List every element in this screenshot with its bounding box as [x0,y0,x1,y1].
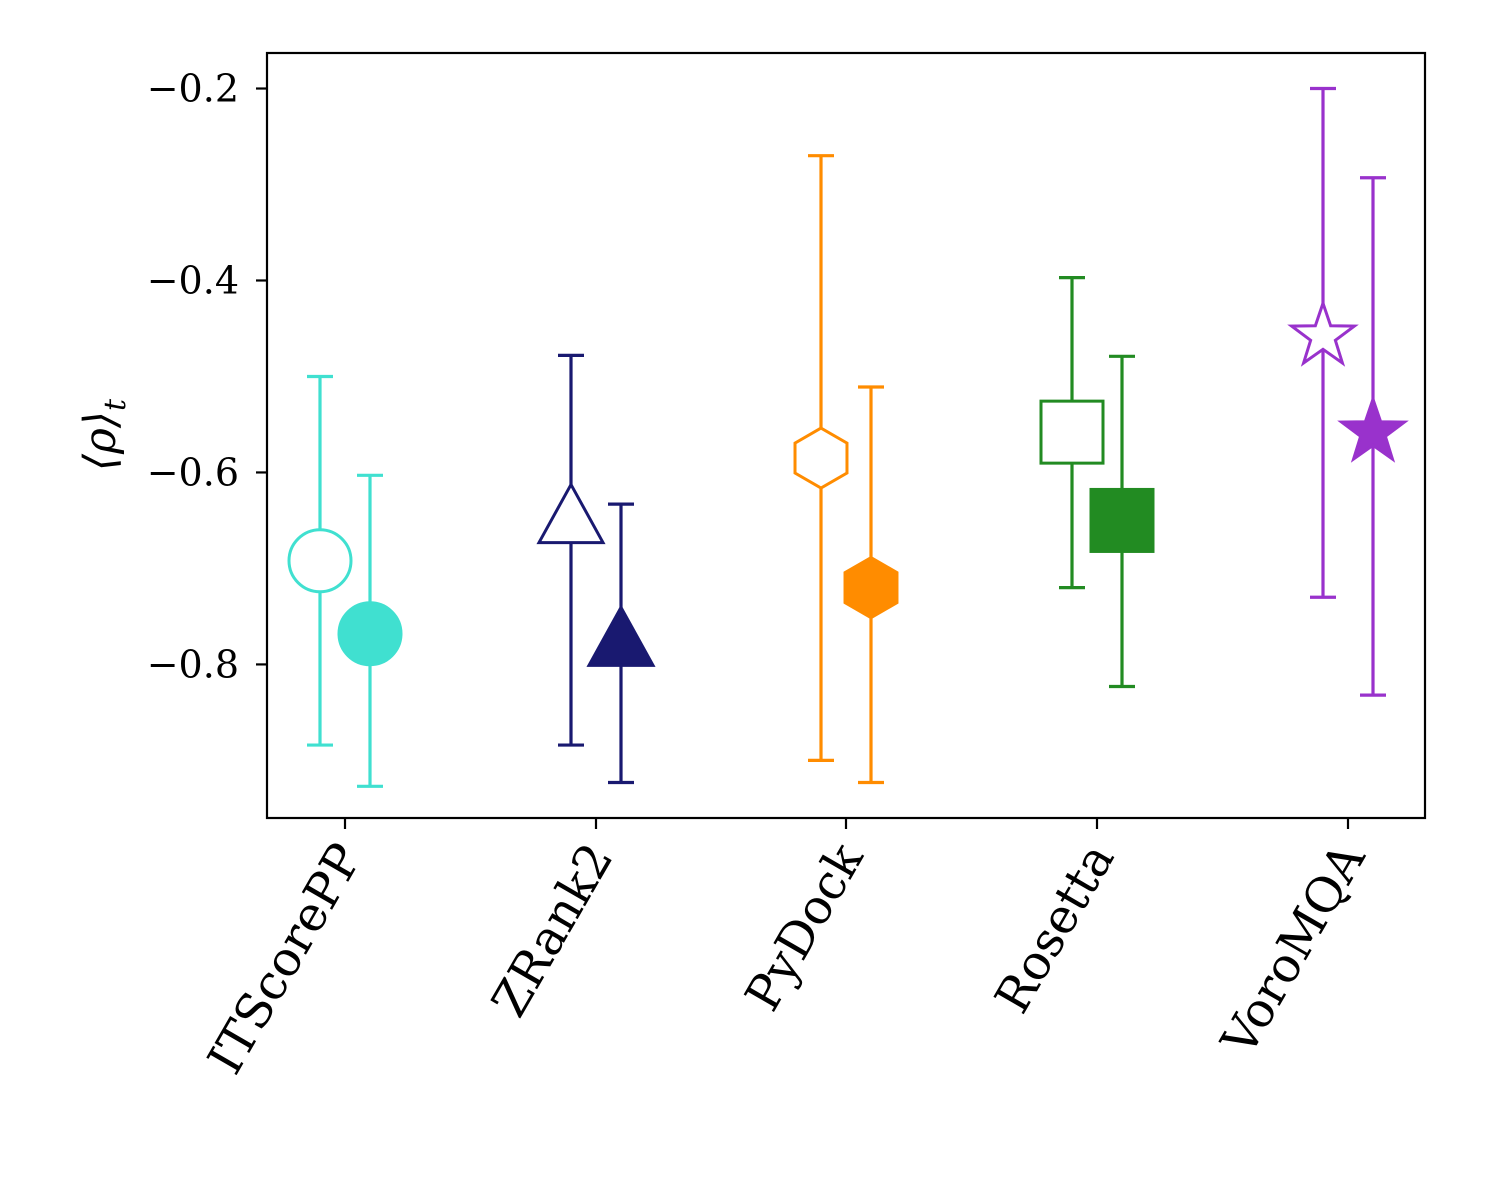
error-point-itscorepp-open [287,374,353,747]
star-marker [1337,394,1409,463]
y-axis-title-main: ⟨ρ⟩ [75,411,126,471]
error-point-pydock-open [793,154,849,763]
error-point-zrank2-open [536,353,606,747]
plot-area-frame [265,51,1427,820]
x-category-label: ZRank2 [481,834,624,1026]
error-point-zrank2-filled [586,502,656,785]
hexagon-marker [793,426,849,490]
error-point-voromqa-filled [1337,176,1409,697]
error-point-voromqa-open [1287,86,1359,599]
triangle-marker [586,604,656,667]
y-axis-title: ⟨ρ⟩t [75,398,133,471]
y-tick-label: −0.6 [147,450,239,494]
y-tick-label: −0.2 [147,67,239,111]
x-category-label: VoroMQA [1210,833,1377,1066]
x-category-label: Rosetta [984,834,1125,1022]
error-point-pydock-filled [843,385,899,785]
x-category-label: ITScorePP [197,834,373,1083]
x-category-label: PyDock [735,833,875,1020]
star-marker [1287,298,1359,367]
square-marker [1039,399,1105,465]
circle-marker [287,528,353,594]
error-point-rosetta-filled [1089,354,1155,689]
circle-marker [337,601,403,667]
y-tick-label: −0.8 [147,642,239,686]
y-axis: −0.8 −0.6 −0.4 −0.2 [147,67,267,686]
error-point-itscorepp-filled [337,473,403,788]
hexagon-marker [843,555,899,620]
square-marker [1089,487,1155,553]
chart-marks [287,86,1409,788]
triangle-marker [536,481,606,545]
y-tick-label: −0.4 [147,258,239,302]
y-axis-title-subscript: t [98,398,133,411]
x-axis: ITScorePP ZRank2 PyDock Rosetta VoroMQA [197,818,1377,1083]
error-point-rosetta-open [1039,276,1105,590]
